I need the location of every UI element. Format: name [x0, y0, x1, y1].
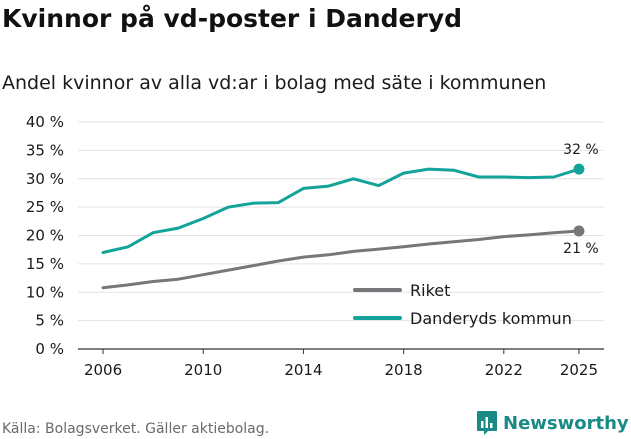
- chart-subtitle: Andel kvinnor av alla vd:ar i bolag med …: [2, 72, 547, 94]
- bar-chart-icon: [477, 411, 497, 435]
- y-tick-label-15: 15 %: [26, 255, 64, 273]
- brand-logo: Newsworthy: [476, 410, 629, 436]
- x-tick-label-2025: 2025: [560, 361, 598, 379]
- y-tick-label-25: 25 %: [26, 198, 64, 216]
- series-line-riket: [101, 229, 581, 290]
- y-tick-label-5: 5 %: [35, 312, 64, 330]
- brand-name: Newsworthy: [503, 412, 629, 434]
- source-note: Källa: Bolagsverket. Gäller aktiebolag.: [2, 421, 270, 437]
- end-point-danderyds-kommun: [573, 163, 585, 175]
- x-tick-label-2010: 2010: [184, 361, 222, 379]
- y-tick-label-0: 0 %: [35, 340, 64, 358]
- legend-label-riket: Riket: [410, 281, 450, 300]
- x-tick-label-2022: 2022: [485, 361, 523, 379]
- x-tick-label-2006: 2006: [84, 361, 122, 379]
- y-tick-label-40: 40 %: [26, 113, 64, 131]
- end-label-riket: 21 %: [563, 241, 599, 257]
- chart-title: Kvinnor på vd-poster i Danderyd: [2, 4, 463, 33]
- y-tick-label-35: 35 %: [26, 141, 64, 159]
- legend-label-danderyds-kommun: Danderyds kommun: [410, 309, 572, 328]
- x-tick-label-2014: 2014: [284, 361, 322, 379]
- y-tick-label-10: 10 %: [26, 283, 64, 301]
- series-line-danderyds-kommun: [101, 167, 581, 254]
- end-label-danderyds-kommun: 32 %: [563, 142, 599, 158]
- end-point-riket: [573, 225, 585, 237]
- y-tick-label-30: 30 %: [26, 170, 64, 188]
- x-tick-label-2018: 2018: [385, 361, 423, 379]
- y-tick-label-20: 20 %: [26, 227, 64, 245]
- line-chart: 0 % 5 % 10 % 15 % 20 % 25 % 30 % 35 % 40 % 2006 20…: [26, 113, 604, 379]
